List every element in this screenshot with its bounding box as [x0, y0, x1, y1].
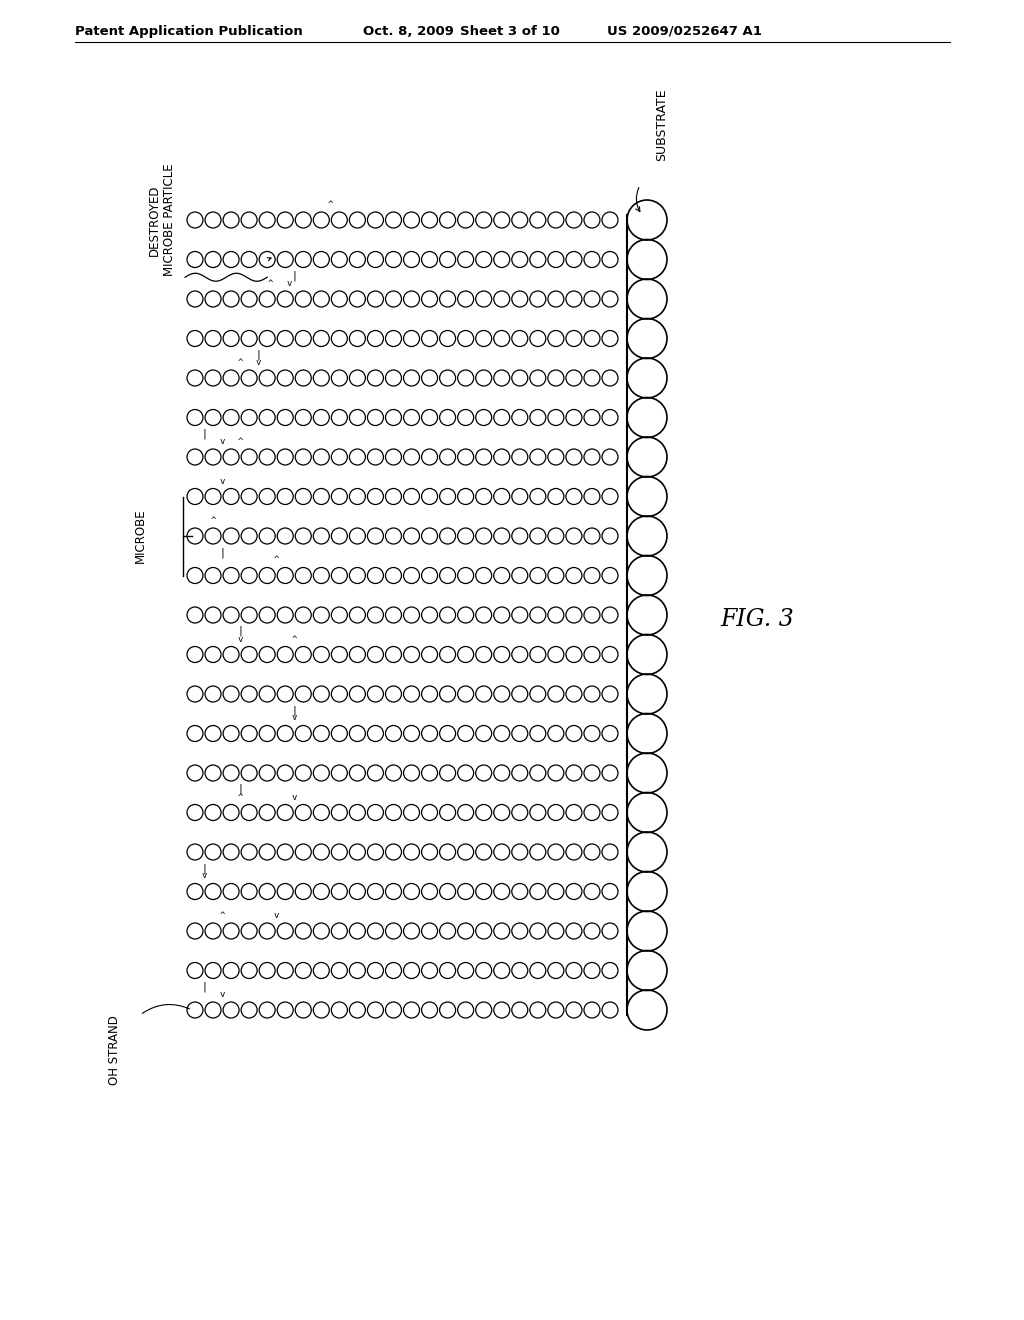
Text: v: v: [255, 358, 261, 367]
Text: v: v: [273, 911, 279, 920]
Text: |: |: [201, 429, 207, 440]
Text: v: v: [219, 477, 224, 486]
Text: SUBSTRATE: SUBSTRATE: [655, 88, 669, 161]
Text: US 2009/0252647 A1: US 2009/0252647 A1: [607, 25, 762, 38]
Text: |: |: [219, 546, 225, 557]
Text: v: v: [292, 714, 297, 722]
Text: ^: ^: [268, 279, 273, 288]
Text: |: |: [201, 863, 207, 874]
Text: ^: ^: [328, 201, 333, 209]
FancyArrowPatch shape: [636, 187, 640, 211]
Text: Patent Application Publication: Patent Application Publication: [75, 25, 303, 38]
Text: v: v: [202, 871, 207, 880]
Text: |: |: [291, 271, 297, 281]
Text: Oct. 8, 2009: Oct. 8, 2009: [362, 25, 454, 38]
Text: OH STRAND: OH STRAND: [109, 1015, 122, 1085]
Text: v: v: [292, 792, 297, 801]
Text: ^: ^: [210, 516, 216, 525]
Text: ^: ^: [238, 358, 243, 367]
Text: v: v: [286, 279, 292, 288]
Text: ^: ^: [238, 792, 243, 801]
FancyArrowPatch shape: [142, 1005, 189, 1014]
Text: ^: ^: [273, 556, 279, 565]
Text: |: |: [201, 982, 207, 993]
Text: |: |: [238, 626, 243, 636]
Text: |: |: [238, 784, 243, 795]
Text: ^: ^: [238, 437, 243, 446]
Text: v: v: [219, 990, 224, 999]
Text: |: |: [291, 705, 297, 715]
Text: |: |: [255, 350, 261, 360]
Text: v: v: [219, 437, 224, 446]
Text: ^: ^: [292, 635, 297, 644]
Text: ^: ^: [219, 911, 224, 920]
Text: MICROBE: MICROBE: [133, 508, 146, 564]
Text: v: v: [238, 635, 243, 644]
Text: DESTROYED
MICROBE PARTICLE: DESTROYED MICROBE PARTICLE: [148, 164, 176, 276]
Text: Sheet 3 of 10: Sheet 3 of 10: [460, 25, 560, 38]
Text: FIG. 3: FIG. 3: [720, 609, 794, 631]
